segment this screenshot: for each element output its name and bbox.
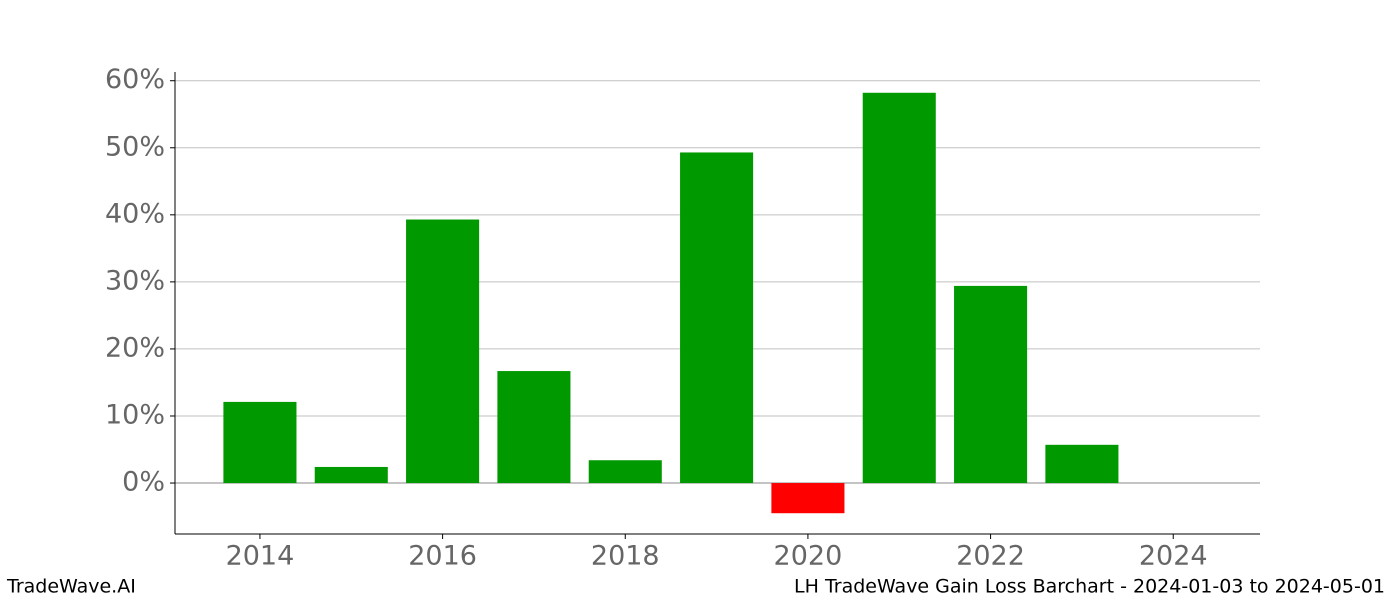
y-tick-label: 40% [105, 198, 165, 229]
y-tick-label: 30% [105, 265, 165, 296]
x-tick-label: 2024 [1139, 541, 1208, 572]
bar [771, 483, 845, 514]
bar [406, 219, 480, 484]
bar [588, 460, 662, 484]
bar [223, 401, 297, 484]
x-tick-label: 2018 [591, 541, 660, 572]
y-tick-label: 60% [105, 64, 165, 95]
bar [954, 285, 1028, 484]
bar [1045, 444, 1119, 484]
x-tick-label: 2020 [774, 541, 843, 572]
y-tick-label: 20% [105, 332, 165, 363]
chart-title: LH TradeWave Gain Loss Barchart - 2024-0… [794, 576, 1385, 598]
x-tick-label: 2022 [956, 541, 1025, 572]
bar [497, 371, 571, 484]
bar [680, 152, 754, 484]
y-tick-label: 0% [122, 467, 165, 498]
x-tick-label: 2014 [226, 541, 295, 572]
bar [314, 466, 388, 484]
x-tick-label: 2016 [408, 541, 477, 572]
watermark: TradeWave.AI [6, 576, 136, 598]
y-tick-label: 10% [105, 399, 165, 430]
y-tick-label: 50% [105, 131, 165, 162]
bar [862, 92, 936, 484]
